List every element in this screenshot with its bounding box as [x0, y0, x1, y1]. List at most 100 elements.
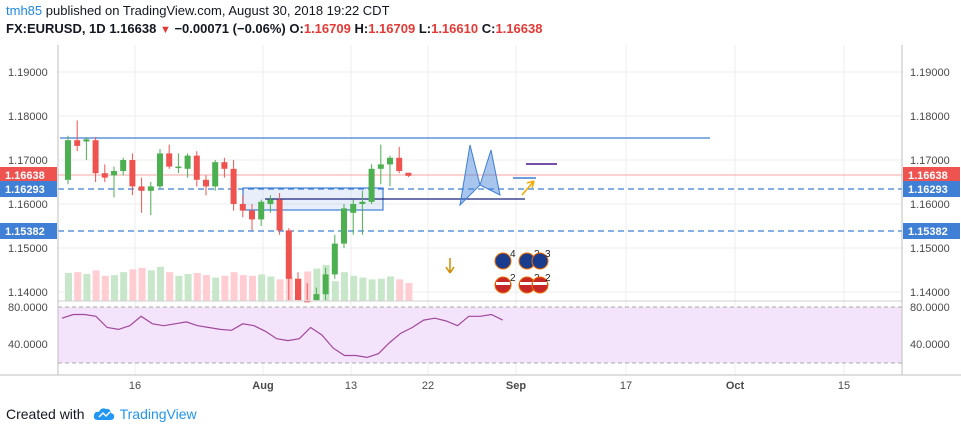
- candle-body[interactable]: [184, 155, 191, 169]
- volume-bar: [92, 270, 100, 301]
- candle-body[interactable]: [65, 140, 71, 180]
- last-price-tag-right: 1.16638: [903, 167, 960, 183]
- volume-bar: [157, 266, 164, 301]
- candle-body[interactable]: [285, 230, 292, 279]
- candle-body[interactable]: [359, 201, 366, 204]
- candle-body[interactable]: [350, 204, 357, 213]
- support-1-tag-left: 1.16293: [0, 181, 57, 197]
- candle-body[interactable]: [276, 199, 283, 231]
- candle-body[interactable]: [331, 243, 338, 275]
- candle-body[interactable]: [368, 168, 375, 202]
- time-tick: Sep: [506, 380, 526, 392]
- volume-bar: [331, 281, 339, 301]
- candle-body[interactable]: [101, 173, 108, 178]
- svg-text:1.16638: 1.16638: [908, 170, 948, 182]
- event-eu-3: 3: [531, 249, 551, 270]
- time-tick: Aug: [252, 380, 273, 392]
- candle-body[interactable]: [230, 168, 237, 204]
- price-tick-right: 1.19000: [910, 67, 950, 79]
- candle-body[interactable]: [166, 153, 173, 167]
- change-value: −0.00071 (−0.06%): [174, 21, 286, 36]
- volume-bar: [377, 278, 385, 301]
- support-1-tag-right: 1.16293: [903, 181, 960, 197]
- harmonic-pattern-right[interactable]: [479, 149, 501, 196]
- volume-bar: [166, 272, 174, 301]
- candle-body[interactable]: [396, 157, 403, 171]
- author-link[interactable]: tmh85: [6, 3, 43, 18]
- volume-bar: [120, 272, 128, 301]
- volume-bar: [147, 270, 155, 301]
- candle-body[interactable]: [267, 199, 274, 204]
- publication-info: tmh85 published on TradingView.com, Augu…: [6, 2, 956, 20]
- harmonic-pattern-left[interactable]: [459, 144, 481, 207]
- candle-body[interactable]: [405, 172, 412, 176]
- candle-body[interactable]: [83, 139, 90, 142]
- projection-arrow[interactable]: [521, 180, 535, 196]
- created-with-label: Created with: [6, 406, 85, 422]
- candle-body[interactable]: [239, 204, 246, 211]
- candle-body[interactable]: [74, 140, 81, 146]
- support-2-tag-left: 1.15382: [0, 223, 57, 239]
- high-value: 1.16709: [368, 21, 416, 36]
- volume-bar: [83, 274, 91, 301]
- candle-body[interactable]: [313, 294, 320, 300]
- candle-body[interactable]: [304, 300, 311, 303]
- candle-body[interactable]: [221, 162, 228, 169]
- volume-bar: [350, 275, 358, 301]
- economic-events[interactable]: 4 2 3 2 2 2: [494, 249, 551, 294]
- cloud-icon: [93, 408, 114, 420]
- candle-body[interactable]: [147, 186, 154, 191]
- candle-body[interactable]: [377, 164, 384, 169]
- candle-body[interactable]: [322, 274, 329, 295]
- volume-bar: [221, 275, 229, 301]
- tradingview-logo[interactable]: TradingView: [93, 406, 197, 422]
- candle-body[interactable]: [212, 162, 219, 187]
- candle-body[interactable]: [157, 153, 163, 187]
- price-axis[interactable]: 1.19000 1.19000 1.18000 1.18000 1.17000 1.170…: [8, 67, 950, 299]
- volume-bar: [387, 276, 394, 301]
- volume-bar: [276, 279, 284, 301]
- candle-body[interactable]: [203, 179, 209, 187]
- low-label: L:: [418, 21, 432, 36]
- price-tick-right: 1.14000: [910, 287, 950, 299]
- svg-text:1.16638: 1.16638: [5, 170, 45, 182]
- candle-body[interactable]: [111, 171, 117, 176]
- symbol-line: FX:EURUSD, 1D 1.16638 ▼ −0.00071 (−0.06%…: [6, 20, 956, 39]
- rsi-tick-left: 80.0000: [8, 302, 48, 314]
- volume-bar: [101, 275, 109, 301]
- rsi-axis[interactable]: 80.0000 80.0000 40.0000 40.0000: [8, 302, 950, 351]
- event-count-1: 4: [510, 249, 516, 260]
- candle-body[interactable]: [193, 155, 200, 180]
- candle-body[interactable]: [120, 160, 127, 171]
- candle-body[interactable]: [92, 140, 99, 174]
- volume-bar: [203, 275, 210, 301]
- time-tick: 17: [620, 380, 632, 392]
- event-count-4: 2: [510, 273, 516, 284]
- chart-header: tmh85 published on TradingView.com, Augu…: [6, 2, 956, 39]
- volume-bars: [65, 265, 413, 301]
- event-count-6: 2: [545, 273, 551, 284]
- candle-body[interactable]: [129, 160, 136, 187]
- price-tick-left: 1.18000: [8, 111, 48, 123]
- candle-body[interactable]: [258, 201, 265, 220]
- volume-bar: [267, 276, 275, 301]
- volume-bar: [313, 268, 321, 301]
- footer: Created with TradingView: [6, 406, 197, 422]
- volume-bar: [184, 274, 192, 301]
- candle-body[interactable]: [138, 186, 145, 191]
- event-eu-1: 4: [494, 249, 516, 270]
- down-arrow-icon: ▼: [159, 24, 171, 36]
- time-tick: 13: [345, 380, 357, 392]
- time-tick: 22: [422, 380, 434, 392]
- low-value: 1.16610: [431, 21, 479, 36]
- candle-body[interactable]: [175, 166, 182, 169]
- rsi-background: [58, 307, 902, 363]
- candle-body[interactable]: [341, 208, 347, 244]
- candle-body[interactable]: [387, 157, 393, 165]
- candle-body[interactable]: [295, 278, 301, 300]
- candle-body[interactable]: [249, 210, 255, 220]
- time-axis[interactable]: 16 Aug 13 22 Sep 17 Oct 15: [129, 380, 850, 392]
- volume-bar: [239, 275, 247, 301]
- tradingview-brand: TradingView: [119, 406, 197, 422]
